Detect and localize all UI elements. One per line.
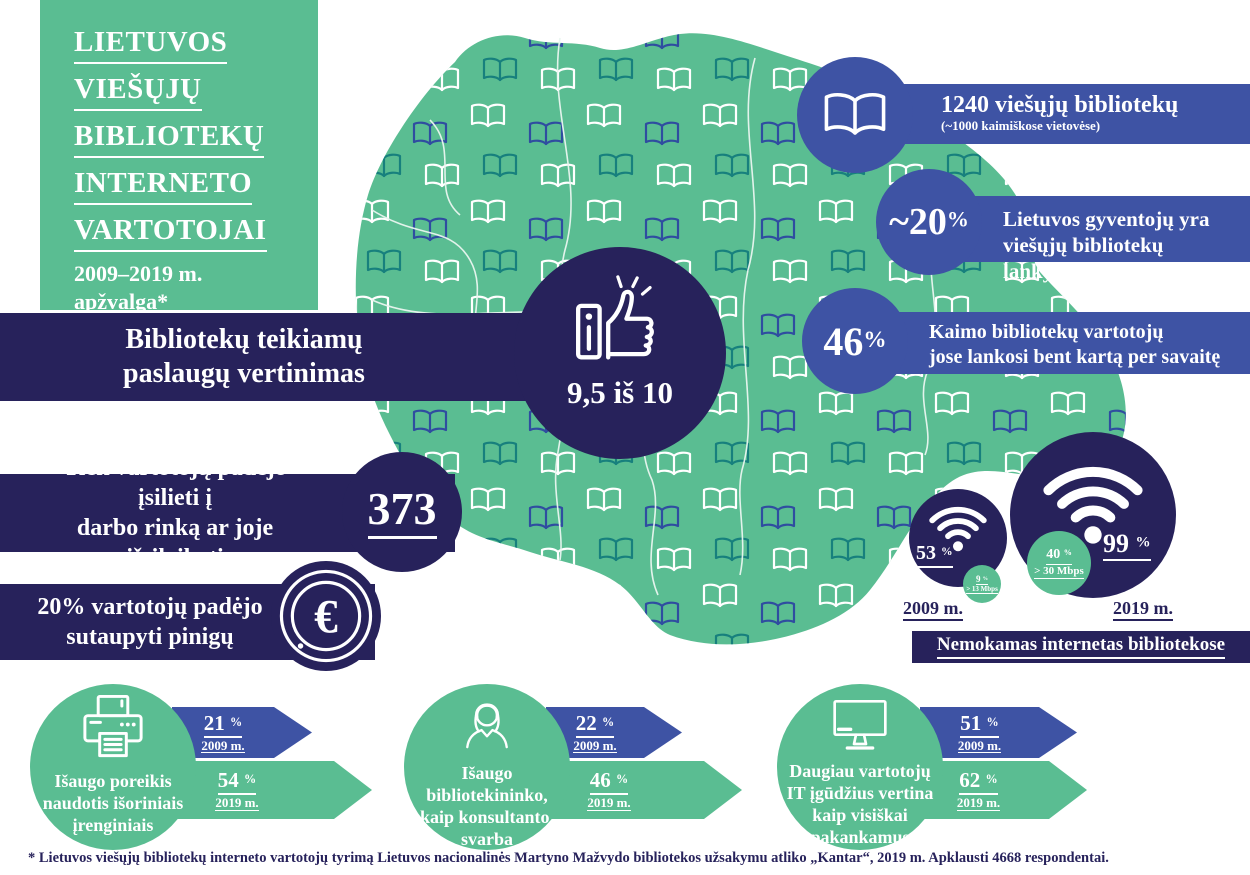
stat-bar-visitors: Lietuvos gyventojų yra viešųjų bibliotek…: [930, 196, 1250, 283]
thumbs-up-icon: [576, 275, 654, 360]
rating-score: 9,5 iš 10: [567, 375, 673, 410]
rural-circle: 46%: [802, 288, 908, 394]
open-book-icon: [824, 93, 886, 135]
work-label-1: Tiek vartotojų padėjo įsilieti į: [63, 455, 287, 511]
title-line: VARTOTOJAI: [74, 214, 318, 252]
libraries-circle: [797, 57, 913, 173]
title-subtitle: apžvalga*: [74, 289, 169, 314]
usage-2-circle: Daugiau vartotojų IT įgūdžius vertina ka…: [777, 684, 943, 850]
speed-2019-share: 40: [1046, 546, 1061, 562]
speed-2009-value: > 13 Mbps: [966, 585, 998, 595]
savings-circle: €: [271, 561, 381, 671]
wifi-2019-share: 99: [1103, 529, 1129, 558]
savings-label-2: sutaupyti pinigų: [66, 624, 234, 650]
euro-coin-icon: €: [279, 569, 373, 663]
printer-icon: [83, 694, 143, 758]
libraries-count: 1240 viešųjų bibliotekų: [941, 92, 1179, 118]
librarian-icon: [466, 703, 508, 749]
title-line: LIETUVOS: [74, 26, 318, 64]
rural-label-2: jose lankosi bent kartą per savaitę: [929, 346, 1221, 368]
stat-bar-rural: Kaimo bibliotekų vartotojų jose lankosi …: [855, 312, 1250, 374]
work-value: 373: [367, 485, 437, 539]
title-box: LIETUVOS VIEŠŲJŲ BIBLIOTEKŲ INTERNETO VA…: [40, 0, 318, 314]
visitors-circle: ~20%: [876, 169, 982, 275]
rural-value: 46: [823, 318, 864, 364]
title-period: 2009–2019 m.: [74, 261, 203, 286]
rating-banner: Bibliotekų teikiamų paslaugų vertinimas: [0, 313, 528, 401]
visitors-label-1: Lietuvos gyventojų yra: [1003, 207, 1210, 231]
work-circle: 373: [342, 452, 462, 572]
euro-glyph: €: [314, 591, 338, 643]
percent-sign: %: [863, 326, 887, 353]
speed-2019-circle: 40 % > 30 Mbps: [1027, 531, 1091, 595]
free-internet-banner: Nemokamas internetas bibliotekose: [912, 631, 1250, 663]
work-label-2: darbo rinką ar joje išsilaikyti: [76, 515, 274, 571]
wifi-2009-year: 2009 m.: [903, 598, 963, 621]
stat-bar-libraries: 1240 viešųjų bibliotekų (~1000 kaimiškos…: [853, 84, 1250, 144]
savings-label-1: 20% vartotojų padėjo: [37, 594, 263, 620]
rural-label-1: Kaimo bibliotekų vartotojų: [929, 321, 1164, 343]
speed-2009-circle: 9 % > 13 Mbps: [963, 565, 1001, 603]
footnote: * Lietuvos viešųjų bibliotekų interneto …: [28, 850, 1109, 866]
monitor-icon: [833, 700, 887, 750]
title-line: INTERNETO: [74, 167, 318, 205]
rating-label-2: paslaugų vertinimas: [123, 358, 365, 389]
free-internet-label: Nemokamas internetas bibliotekose: [936, 635, 1226, 659]
usage-1-circle: Išaugo bibliotekininko, kaip konsultanto…: [404, 684, 570, 850]
rating-label-1: Bibliotekų teikiamų: [125, 324, 363, 355]
percent-sign: %: [946, 206, 969, 232]
title-line: BIBLIOTEKŲ: [74, 120, 318, 158]
usage-2-arrow-2019: 62 % 2019 m.: [920, 761, 1087, 819]
rating-circle: 9,5 iš 10: [514, 247, 726, 459]
libraries-note: (~1000 kaimiškose vietovėse): [941, 118, 1101, 133]
wifi-2009-share: 53: [916, 542, 936, 564]
usage-1-arrow-2019: 46 % 2019 m.: [546, 761, 742, 819]
usage-2-arrow-2009: 51 % 2009 m.: [920, 707, 1077, 758]
wifi-icon: [929, 506, 987, 552]
usage-0-circle: Išaugo poreikis naudotis išoriniais įren…: [30, 684, 196, 850]
wifi-2019-year: 2019 m.: [1113, 598, 1173, 621]
visitors-value: ~20: [889, 201, 947, 243]
title-line: VIEŠŲJŲ: [74, 73, 318, 111]
wifi-icon: [1043, 466, 1143, 544]
usage-0-arrow-2019: 54 % 2019 m.: [172, 761, 372, 819]
speed-2009-share: 9: [976, 573, 981, 584]
visitors-label-2: viešųjų bibliotekų lankytojai: [1003, 233, 1164, 283]
speed-2019-value: > 30 Mbps: [1034, 565, 1084, 580]
